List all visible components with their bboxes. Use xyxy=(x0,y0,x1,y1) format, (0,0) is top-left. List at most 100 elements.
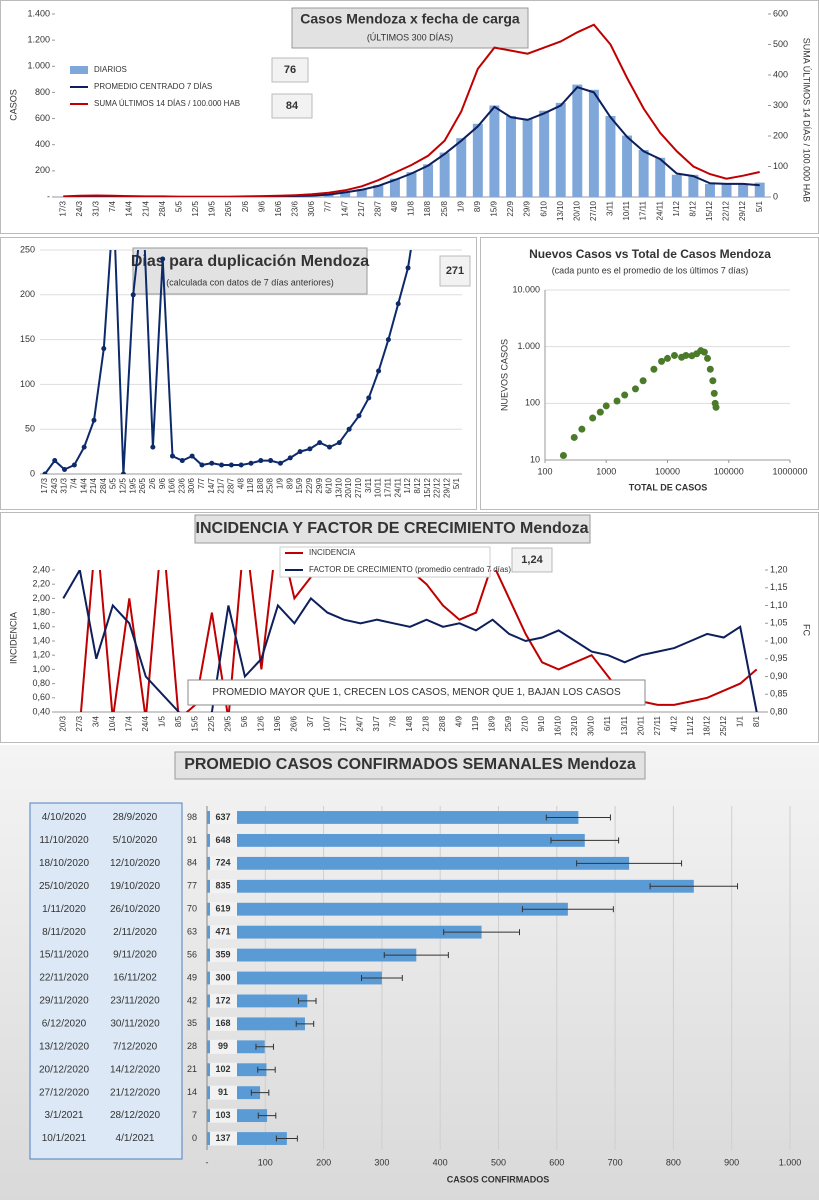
x-tick-label: 700 xyxy=(608,1157,623,1167)
bar xyxy=(207,856,630,870)
x-tick-label: 15/9 xyxy=(490,200,499,216)
x-tick-label: 3/11 xyxy=(606,200,615,216)
x-tick-label: 3/7 xyxy=(306,715,315,727)
x-tick-label: 24/3 xyxy=(75,200,84,216)
data-label-box xyxy=(210,1039,237,1054)
x-axis-label: TOTAL DE CASOS xyxy=(629,482,708,492)
chart-title: INCIDENCIA Y FACTOR DE CRECIMIENTO Mendo… xyxy=(196,520,589,537)
x-tick-label: 21/4 xyxy=(141,200,150,216)
x-tick-label: 22/12 xyxy=(433,477,442,498)
callout: 84 xyxy=(286,100,299,112)
title-box xyxy=(194,514,591,544)
bar xyxy=(588,89,599,197)
line-marker xyxy=(248,460,254,466)
bar xyxy=(721,183,732,197)
data-label: 172 xyxy=(215,995,230,1005)
data-label-box xyxy=(210,810,237,825)
x-tick-label: 17/3 xyxy=(58,200,67,216)
x-tick-label: 21/7 xyxy=(217,477,226,493)
table-cell: 6/12/2020 xyxy=(42,1019,87,1030)
x-tick-label: 31/3 xyxy=(92,200,101,216)
line-marker xyxy=(42,471,48,474)
x-tick-label: 30/10 xyxy=(587,715,596,736)
line-marker xyxy=(120,471,126,474)
data-label-box xyxy=(210,993,237,1008)
x-tick-label: 22/9 xyxy=(305,477,314,493)
x-tick-label: 1/9 xyxy=(456,200,465,212)
x-tick-label: 21/7 xyxy=(357,200,366,216)
x-tick-label: 8/9 xyxy=(473,200,482,212)
x-tick-label: 11/8 xyxy=(246,477,255,493)
x-tick-label: 10/11 xyxy=(622,200,631,220)
x-tick-label: 1/12 xyxy=(403,477,412,493)
x-tick-label: 26/5 xyxy=(138,477,147,493)
x-tick-label: 9/6 xyxy=(158,477,167,489)
callout: 1,24 xyxy=(521,554,543,566)
x-tick-label: 4/8 xyxy=(236,477,245,489)
line-marker xyxy=(179,458,185,464)
line-marker xyxy=(287,455,293,461)
y2-tick-label: 100 xyxy=(773,161,788,171)
bar xyxy=(207,902,568,916)
y-tick-label: 70 xyxy=(187,904,197,914)
table-cell: 28/12/2020 xyxy=(110,1110,160,1121)
x-tick-label: 24/4 xyxy=(141,715,150,731)
y-tick-label: 21 xyxy=(187,1064,197,1074)
x-tick-label: 5/1 xyxy=(452,477,461,489)
x-tick-label: 7/8 xyxy=(389,715,398,727)
scatter-point xyxy=(709,377,717,385)
x-tick-label: 9/10 xyxy=(537,715,546,731)
bar xyxy=(506,115,516,197)
x-tick-label: 4/8 xyxy=(390,200,399,212)
x-tick-label: 29/9 xyxy=(523,200,532,216)
x-tick-label: 5/5 xyxy=(109,477,118,489)
line-marker xyxy=(52,458,58,464)
bar xyxy=(539,110,550,197)
table-cell: 7/12/2020 xyxy=(113,1041,158,1052)
legend-label: INCIDENCIA xyxy=(309,548,356,557)
y2-tick-label: 0 xyxy=(773,191,778,201)
data-label: 471 xyxy=(215,927,230,937)
x-tick-label: 1/1 xyxy=(735,715,744,727)
line-marker xyxy=(336,440,342,446)
data-label: 300 xyxy=(215,972,230,982)
x-tick-label: 1.000 xyxy=(779,1157,802,1167)
y-axis-label: INCIDENCIA xyxy=(8,612,18,664)
scatter-point xyxy=(712,403,720,411)
y-tick-label: 1.200 xyxy=(27,35,50,45)
line-marker xyxy=(317,440,323,446)
x-tick-label: 13/11 xyxy=(620,715,629,735)
x-tick-label: 18/8 xyxy=(423,200,432,216)
x-tick-label: 25/8 xyxy=(266,477,275,493)
y2-tick-label: 300 xyxy=(773,100,788,110)
table-cell: 13/12/2020 xyxy=(39,1041,89,1052)
data-label: 637 xyxy=(215,812,230,822)
y-tick-label: 56 xyxy=(187,949,197,959)
x-tick-label: 16/6 xyxy=(274,200,283,216)
line-marker xyxy=(209,460,215,466)
y-tick-label: 600 xyxy=(35,113,50,123)
bar xyxy=(423,164,434,197)
x-tick-label: 100 xyxy=(537,466,552,476)
panel-frame xyxy=(0,237,477,510)
line-marker xyxy=(366,395,372,401)
bar xyxy=(373,185,384,197)
table-cell: 3/1/2021 xyxy=(45,1110,84,1121)
data-label-box xyxy=(210,971,237,985)
scatter-point xyxy=(706,365,714,373)
y-tick-label: 100 xyxy=(525,398,540,408)
x-tick-label: 19/6 xyxy=(273,715,282,731)
table-cell: 25/10/2020 xyxy=(39,881,89,892)
table-cell: 22/11/2020 xyxy=(39,973,89,984)
line-marker xyxy=(199,462,205,468)
x-tick-label: 14/4 xyxy=(125,200,134,216)
line-marker xyxy=(189,453,195,459)
y-tick-label: 49 xyxy=(187,972,197,982)
x-tick-label: 6/11 xyxy=(603,715,612,731)
bar xyxy=(323,194,334,197)
x-tick-label: 29/9 xyxy=(315,477,324,493)
table-cell: 30/11/2020 xyxy=(110,1019,160,1030)
bar xyxy=(754,182,765,197)
x-tick-label: 14/4 xyxy=(79,477,88,493)
